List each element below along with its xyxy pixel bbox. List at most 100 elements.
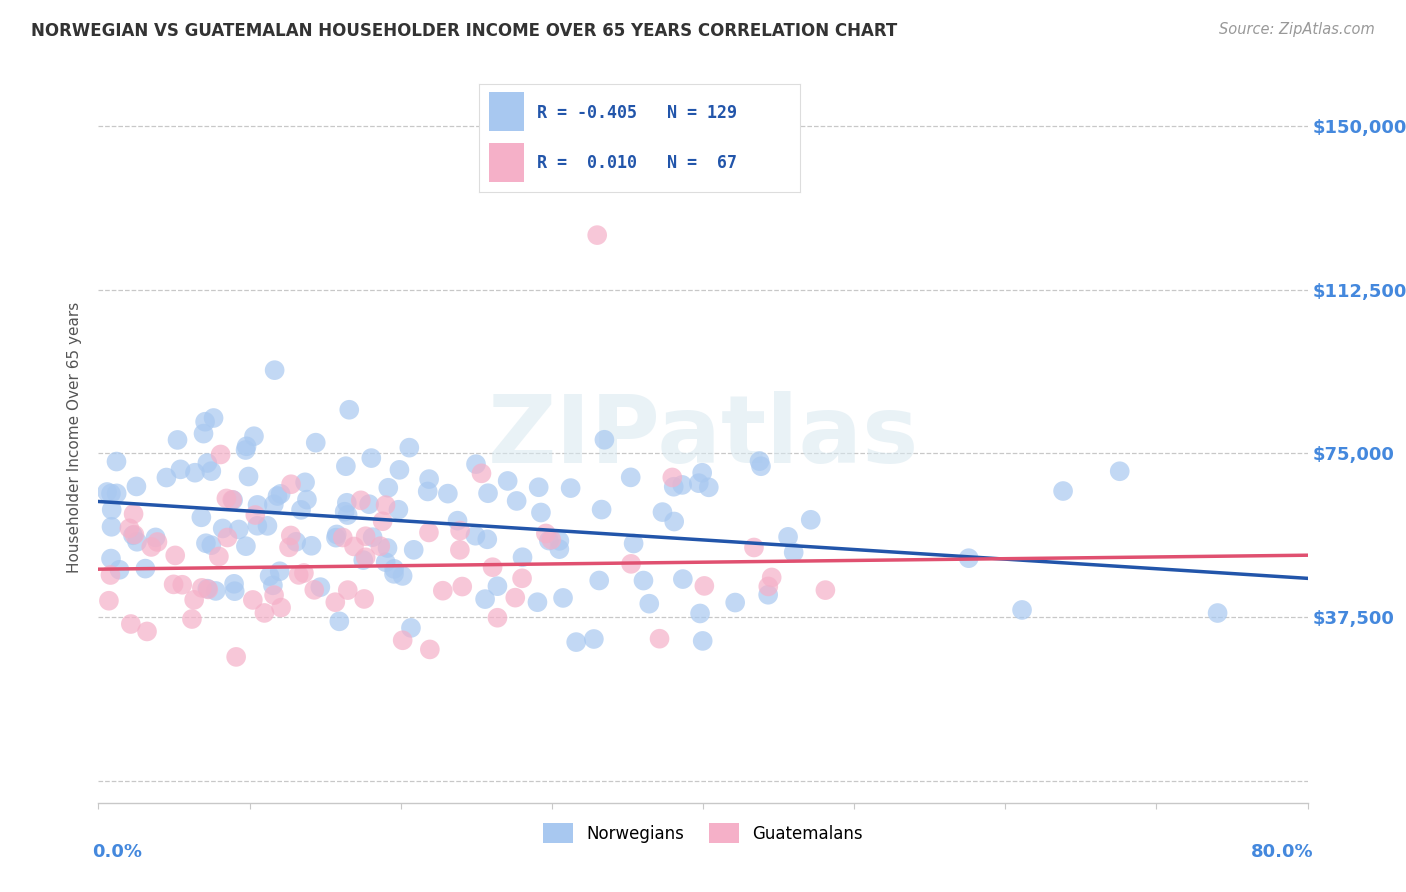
Point: [662, 480, 685, 494]
Point: [534, 526, 557, 541]
Point: [724, 596, 747, 610]
Point: [242, 593, 264, 607]
Point: [689, 607, 711, 621]
Point: [292, 566, 315, 580]
Legend: Norwegians, Guatemalans: Norwegians, Guatemalans: [536, 817, 870, 849]
Point: [749, 459, 772, 474]
Point: [263, 363, 285, 377]
Text: 80.0%: 80.0%: [1251, 843, 1313, 861]
Point: [326, 527, 349, 541]
Point: [323, 595, 346, 609]
Point: [548, 542, 571, 557]
Point: [194, 536, 217, 550]
Point: [374, 555, 396, 569]
Point: [582, 632, 605, 646]
Point: [278, 541, 301, 555]
Point: [648, 632, 671, 646]
Point: [155, 470, 177, 484]
Point: [228, 523, 250, 537]
Point: [477, 533, 499, 547]
Point: [336, 496, 359, 510]
Point: [294, 475, 316, 490]
Point: [96, 485, 118, 500]
Point: [224, 584, 246, 599]
Point: [246, 498, 269, 512]
Point: [591, 502, 613, 516]
Point: [1108, 464, 1130, 478]
Point: [451, 580, 474, 594]
Point: [776, 530, 799, 544]
Point: [184, 466, 207, 480]
Point: [477, 486, 499, 500]
Y-axis label: Householder Income Over 65 years: Householder Income Over 65 years: [67, 301, 83, 573]
Point: [124, 527, 146, 541]
Point: [328, 615, 350, 629]
Point: [354, 550, 377, 565]
Point: [335, 459, 357, 474]
Point: [280, 528, 302, 542]
Point: [496, 474, 519, 488]
Point: [270, 487, 292, 501]
Point: [209, 447, 232, 461]
Point: [235, 439, 257, 453]
Point: [633, 574, 655, 588]
Point: [756, 579, 779, 593]
Point: [800, 513, 823, 527]
Point: [100, 503, 122, 517]
Point: [692, 634, 714, 648]
Point: [470, 467, 492, 481]
Point: [262, 578, 284, 592]
Point: [191, 581, 214, 595]
Point: [204, 583, 226, 598]
Point: [548, 533, 571, 548]
Point: [742, 541, 765, 555]
Point: [122, 528, 145, 542]
Point: [211, 521, 233, 535]
Point: [551, 591, 574, 605]
Point: [336, 508, 359, 522]
Point: [391, 633, 413, 648]
Point: [263, 497, 285, 511]
Text: ZIPatlas: ZIPatlas: [488, 391, 918, 483]
Point: [402, 542, 425, 557]
Point: [382, 562, 405, 576]
Point: [246, 518, 269, 533]
Point: [332, 531, 354, 545]
Point: [1052, 483, 1074, 498]
Point: [165, 549, 187, 563]
Point: [169, 462, 191, 476]
Point: [337, 402, 360, 417]
Point: [118, 521, 141, 535]
Point: [269, 564, 291, 578]
Point: [671, 478, 693, 492]
Point: [661, 470, 683, 484]
Point: [200, 538, 222, 552]
Point: [202, 411, 225, 425]
Point: [526, 595, 548, 609]
Point: [688, 476, 710, 491]
Point: [651, 505, 673, 519]
Point: [100, 486, 122, 500]
Point: [353, 591, 375, 606]
Point: [565, 635, 588, 649]
Point: [368, 539, 391, 553]
Point: [235, 539, 257, 553]
Point: [304, 582, 326, 597]
Point: [664, 515, 686, 529]
Text: NORWEGIAN VS GUATEMALAN HOUSEHOLDER INCOME OVER 65 YEARS CORRELATION CHART: NORWEGIAN VS GUATEMALAN HOUSEHOLDER INCO…: [31, 22, 897, 40]
Point: [108, 563, 131, 577]
Point: [360, 451, 382, 466]
Point: [333, 505, 356, 519]
Point: [399, 621, 422, 635]
Point: [100, 551, 122, 566]
Point: [134, 561, 156, 575]
Point: [672, 572, 695, 586]
Point: [377, 541, 399, 555]
Point: [122, 507, 145, 521]
Point: [697, 480, 720, 494]
Point: [125, 534, 148, 549]
Point: [748, 454, 770, 468]
Point: [510, 571, 533, 585]
Point: [287, 568, 309, 582]
Point: [290, 503, 312, 517]
